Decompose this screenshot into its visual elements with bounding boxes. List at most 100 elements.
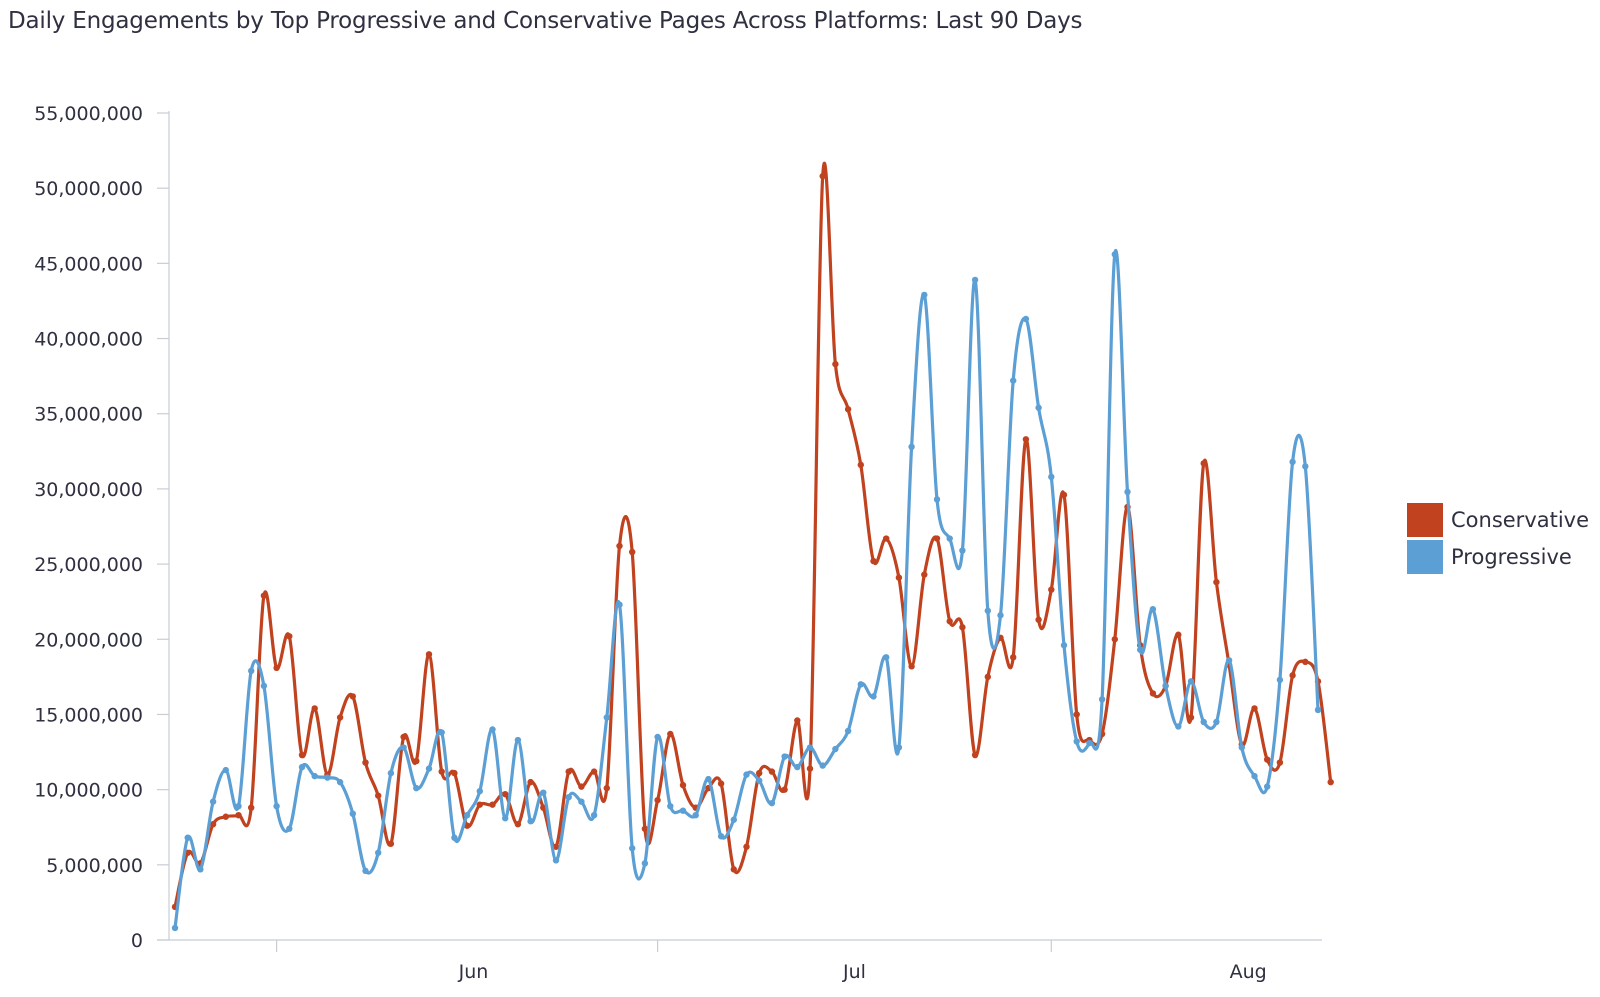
data-point-conservative[interactable] (349, 693, 356, 700)
data-point-conservative[interactable] (908, 663, 915, 670)
data-point-conservative[interactable] (375, 792, 382, 799)
data-point-progressive[interactable] (184, 834, 191, 841)
data-point-progressive[interactable] (743, 771, 750, 778)
data-point-conservative[interactable] (1073, 711, 1080, 718)
data-point-conservative[interactable] (590, 768, 598, 775)
data-point-progressive[interactable] (552, 857, 560, 864)
data-point-progressive[interactable] (349, 810, 356, 817)
data-point-progressive[interactable] (933, 496, 941, 503)
data-point-progressive[interactable] (1162, 682, 1169, 690)
data-point-progressive[interactable] (870, 693, 877, 700)
legend-item-conservative[interactable]: Conservative (1407, 501, 1589, 538)
data-point-progressive[interactable] (629, 845, 636, 852)
data-point-progressive[interactable] (260, 682, 268, 690)
data-point-progressive[interactable] (705, 775, 712, 783)
data-point-conservative[interactable] (946, 618, 953, 625)
data-point-conservative[interactable] (222, 813, 229, 820)
data-point-conservative[interactable] (311, 705, 318, 712)
data-point-progressive[interactable] (832, 745, 839, 753)
data-point-conservative[interactable] (756, 769, 763, 777)
data-point-conservative[interactable] (1022, 436, 1030, 443)
data-point-progressive[interactable] (514, 736, 522, 744)
data-point-progressive[interactable] (1225, 657, 1233, 664)
data-point-conservative[interactable] (857, 461, 864, 469)
data-point-progressive[interactable] (400, 744, 407, 751)
data-point-progressive[interactable] (248, 667, 255, 675)
data-point-progressive[interactable] (921, 291, 928, 299)
data-point-progressive[interactable] (1200, 718, 1207, 726)
data-point-progressive[interactable] (1289, 458, 1296, 466)
data-point-progressive[interactable] (209, 798, 217, 805)
data-point-conservative[interactable] (768, 768, 776, 775)
data-point-conservative[interactable] (273, 664, 280, 672)
data-point-progressive[interactable] (603, 714, 610, 721)
data-point-conservative[interactable] (1175, 631, 1182, 638)
data-point-conservative[interactable] (679, 781, 687, 789)
data-point-progressive[interactable] (959, 547, 966, 554)
data-point-progressive[interactable] (286, 825, 293, 832)
data-point-conservative[interactable] (1327, 778, 1334, 786)
data-point-progressive[interactable] (1251, 772, 1258, 780)
data-point-conservative[interactable] (362, 759, 369, 766)
data-point-progressive[interactable] (692, 811, 699, 819)
data-point-conservative[interactable] (336, 714, 344, 721)
data-point-progressive[interactable] (171, 924, 179, 932)
data-point-conservative[interactable] (298, 751, 306, 759)
data-point-progressive[interactable] (324, 774, 331, 781)
data-point-conservative[interactable] (1010, 654, 1017, 661)
data-point-progressive[interactable] (438, 729, 445, 736)
data-point-conservative[interactable] (1289, 672, 1296, 679)
data-point-progressive[interactable] (527, 818, 534, 825)
data-point-conservative[interactable] (603, 784, 610, 792)
data-point-progressive[interactable] (654, 733, 661, 741)
data-point-progressive[interactable] (616, 601, 623, 608)
data-point-progressive[interactable] (311, 772, 318, 780)
data-point-progressive[interactable] (476, 787, 483, 795)
data-point-progressive[interactable] (387, 769, 395, 777)
data-point-conservative[interactable] (984, 673, 991, 681)
data-point-conservative[interactable] (730, 866, 737, 873)
data-point-progressive[interactable] (1111, 251, 1119, 258)
data-point-conservative[interactable] (921, 571, 928, 578)
data-point-progressive[interactable] (298, 763, 306, 771)
data-point-progressive[interactable] (857, 681, 864, 688)
data-point-progressive[interactable] (997, 612, 1004, 619)
data-point-conservative[interactable] (514, 821, 522, 828)
data-point-progressive[interactable] (1010, 377, 1017, 384)
data-point-conservative[interactable] (844, 406, 852, 413)
data-point-progressive[interactable] (1098, 696, 1106, 703)
data-point-progressive[interactable] (1124, 488, 1131, 496)
data-point-progressive[interactable] (235, 802, 242, 810)
data-point-conservative[interactable] (248, 804, 255, 811)
data-point-progressive[interactable] (730, 816, 737, 823)
data-point-progressive[interactable] (1086, 739, 1093, 747)
data-point-conservative[interactable] (209, 821, 217, 828)
data-point-conservative[interactable] (286, 633, 293, 640)
data-point-conservative[interactable] (616, 542, 623, 550)
data-point-progressive[interactable] (336, 778, 344, 786)
data-point-progressive[interactable] (1149, 606, 1157, 613)
data-point-conservative[interactable] (451, 769, 458, 777)
data-point-conservative[interactable] (425, 651, 433, 658)
data-point-conservative[interactable] (1149, 690, 1157, 697)
data-point-progressive[interactable] (578, 798, 585, 805)
data-point-conservative[interactable] (1276, 759, 1284, 766)
data-point-conservative[interactable] (667, 730, 674, 738)
legend-item-progressive[interactable]: Progressive (1407, 538, 1589, 575)
data-point-conservative[interactable] (1213, 578, 1220, 586)
series-line-progressive[interactable] (173, 249, 1320, 930)
data-point-progressive[interactable] (679, 807, 687, 814)
data-point-progressive[interactable] (667, 802, 674, 810)
data-point-progressive[interactable] (489, 726, 496, 733)
data-point-progressive[interactable] (413, 784, 420, 792)
data-point-progressive[interactable] (971, 276, 979, 284)
data-point-progressive[interactable] (908, 443, 915, 451)
data-point-conservative[interactable] (1060, 491, 1068, 499)
data-point-conservative[interactable] (527, 778, 534, 786)
data-point-conservative[interactable] (794, 717, 801, 724)
data-point-progressive[interactable] (768, 799, 776, 807)
data-point-conservative[interactable] (1048, 586, 1055, 593)
data-point-conservative[interactable] (438, 768, 445, 775)
data-point-progressive[interactable] (590, 811, 598, 819)
data-point-progressive[interactable] (946, 535, 953, 542)
